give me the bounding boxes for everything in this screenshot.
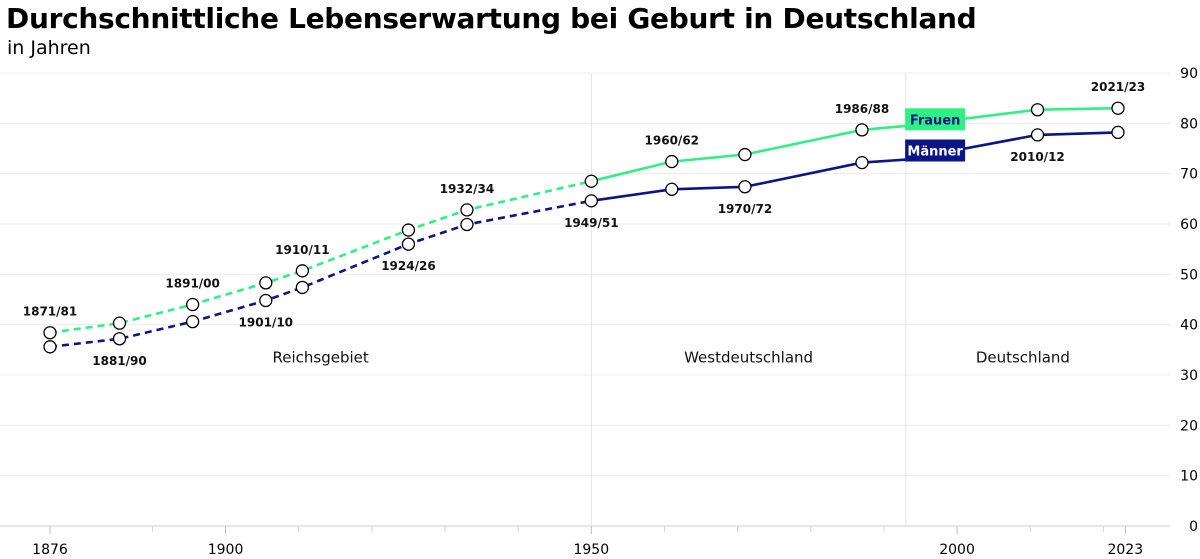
data-point-marker (112, 316, 127, 330)
point-label: 1881/90 (92, 354, 146, 368)
point-label: 1986/88 (835, 102, 889, 116)
y-tick-label: 30 (1180, 368, 1198, 384)
data-point-marker (665, 154, 679, 169)
data-point-marker (1030, 128, 1045, 142)
x-tick-label: 1900 (208, 542, 244, 558)
point-label: 2010/12 (1010, 150, 1064, 164)
point-label: 1970/72 (718, 202, 772, 216)
data-point-marker (295, 280, 310, 295)
legend-label: Frauen (910, 113, 961, 128)
data-point-marker (259, 293, 273, 308)
region-label: Deutschland (976, 348, 1070, 366)
data-point-marker (185, 297, 200, 312)
data-point-marker (1111, 101, 1125, 115)
data-point-marker (295, 264, 310, 278)
data-point-marker (460, 203, 474, 217)
y-tick-label: 10 (1180, 469, 1198, 485)
data-point-marker (401, 237, 416, 251)
x-tick-label: 2023 (1107, 542, 1143, 558)
gridlines (0, 72, 1170, 527)
data-point-marker (259, 276, 273, 290)
data-point-marker (1111, 125, 1125, 140)
chart-subtitle: in Jahren (7, 37, 91, 59)
legend-item-männer: Männer (905, 139, 966, 162)
data-point-marker (401, 223, 416, 237)
legend: Frauen Männer (905, 108, 966, 162)
y-tick-label: 0 (1189, 519, 1198, 535)
series-line-dashed-1 (49, 199, 592, 349)
y-tick-label: 60 (1180, 217, 1198, 233)
point-label: 1891/00 (165, 277, 219, 291)
y-tick-label: 70 (1180, 167, 1198, 183)
x-tick-label: 2000 (939, 542, 975, 558)
y-tick-label: 50 (1180, 267, 1198, 283)
chart-title: Durchschnittliche Lebenserwartung bei Ge… (6, 2, 977, 35)
series-line-dashed-0 (49, 179, 592, 334)
point-label: 1949/51 (564, 216, 618, 230)
y-tick-label: 40 (1180, 318, 1198, 334)
region-label: Westdeutschland (684, 348, 813, 366)
point-label: 2021/23 (1091, 80, 1145, 94)
data-markers (43, 101, 1125, 354)
legend-label: Männer (907, 145, 963, 160)
x-tick-label: 1876 (32, 542, 68, 558)
data-point-marker (738, 147, 752, 162)
data-point-marker (738, 180, 752, 194)
y-tick-label: 90 (1180, 66, 1198, 82)
data-point-marker (112, 332, 127, 346)
point-labels: 1871/81 1881/90 1891/00 1901/10 1910/11 1924/… (23, 80, 1145, 368)
legend-swatch (905, 139, 966, 162)
x-axis: 1876 1900 1950 2000 2023 (32, 526, 1143, 558)
data-point-marker (584, 174, 598, 188)
point-label: 1910/11 (275, 243, 329, 257)
data-point-marker (665, 182, 679, 196)
y-tick-label: 20 (1180, 418, 1198, 434)
data-point-marker (43, 340, 57, 354)
y-tick-label: 80 (1180, 116, 1198, 132)
data-point-marker (855, 155, 869, 170)
region-label: Reichsgebiet (273, 348, 369, 366)
data-point-marker (43, 326, 57, 340)
data-point-marker (460, 217, 474, 232)
legend-item-frauen: Frauen (905, 108, 966, 131)
x-tick-label: 1950 (573, 542, 609, 558)
data-point-marker (1030, 103, 1045, 117)
point-label: 1960/62 (645, 134, 699, 148)
y-axis: 0 10 20 30 40 50 60 70 80 90 (1180, 66, 1198, 535)
point-label: 1924/26 (381, 259, 435, 273)
region-dividers: Reichsgebiet Westdeutschland Deutschland (273, 73, 1070, 526)
data-point-marker (855, 123, 869, 137)
point-label: 1901/10 (239, 316, 293, 330)
data-point-marker (185, 314, 200, 329)
point-label: 1871/81 (23, 305, 77, 319)
legend-swatch (905, 108, 966, 131)
data-point-marker (584, 194, 598, 208)
point-label: 1932/34 (440, 182, 494, 196)
